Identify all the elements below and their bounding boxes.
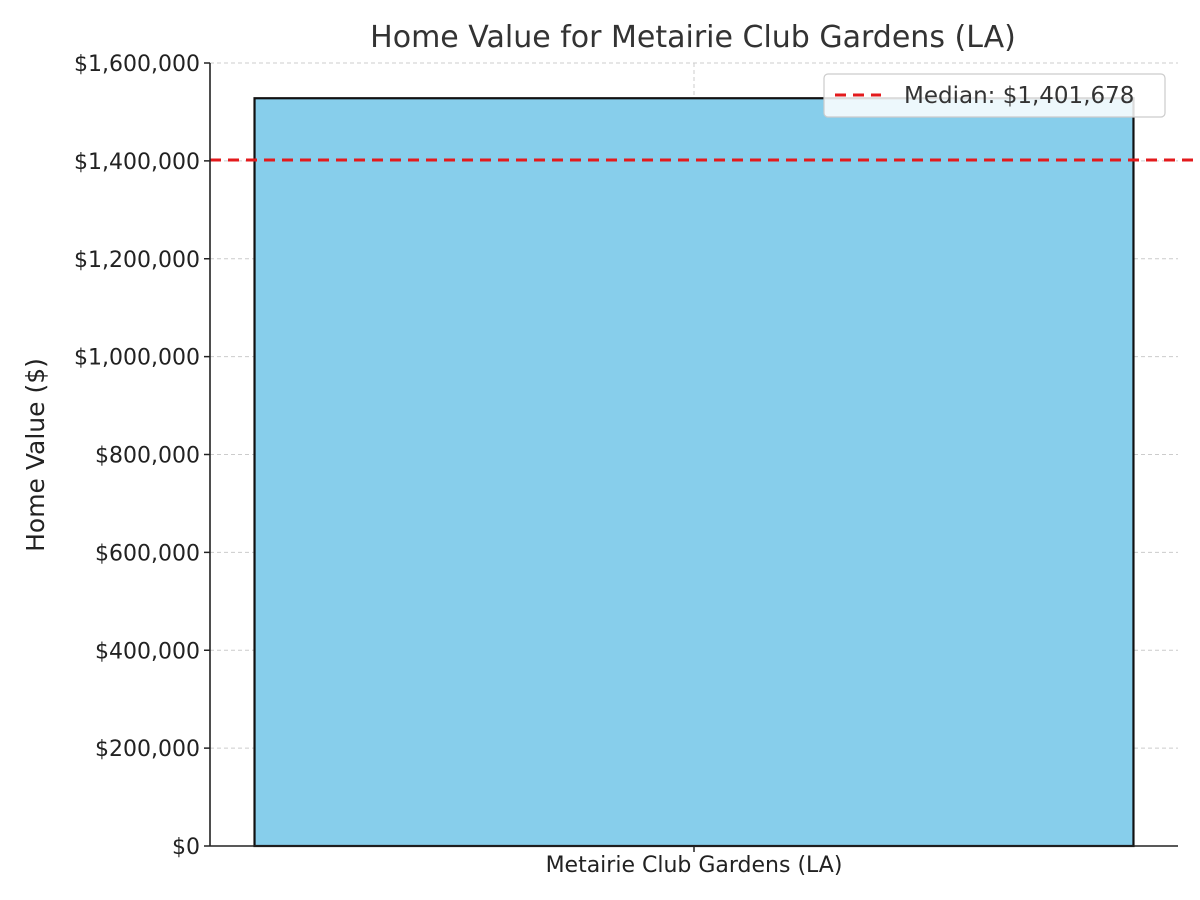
y-tick-label: $1,000,000 bbox=[74, 346, 200, 371]
legend: Median: $1,401,678 bbox=[823, 73, 1166, 118]
axes: $0 $200,000 $400,000 $600,000 $800,000 $1,000… bbox=[74, 52, 1178, 878]
y-tick-label: $200,000 bbox=[95, 737, 200, 762]
y-tick-label: $1,600,000 bbox=[74, 52, 200, 77]
x-tick-label: Metairie Club Gardens (LA) bbox=[546, 853, 843, 878]
y-tick-label: $600,000 bbox=[95, 541, 200, 566]
y-tick-label: $0 bbox=[172, 835, 200, 860]
bars bbox=[253, 97, 1135, 848]
y-tick-label: $400,000 bbox=[95, 639, 200, 664]
bar bbox=[253, 97, 1135, 848]
legend-box bbox=[823, 73, 1166, 118]
chart-title: Home Value for Metairie Club Gardens (LA… bbox=[370, 20, 1016, 55]
y-tick-label: $1,200,000 bbox=[74, 248, 200, 273]
y-tick-label: $800,000 bbox=[95, 444, 200, 469]
y-axis-label: Home Value ($) bbox=[21, 358, 50, 552]
legend-median-label: Median: $1,401,678 bbox=[904, 83, 1134, 109]
y-tick-label: $1,400,000 bbox=[74, 150, 200, 175]
